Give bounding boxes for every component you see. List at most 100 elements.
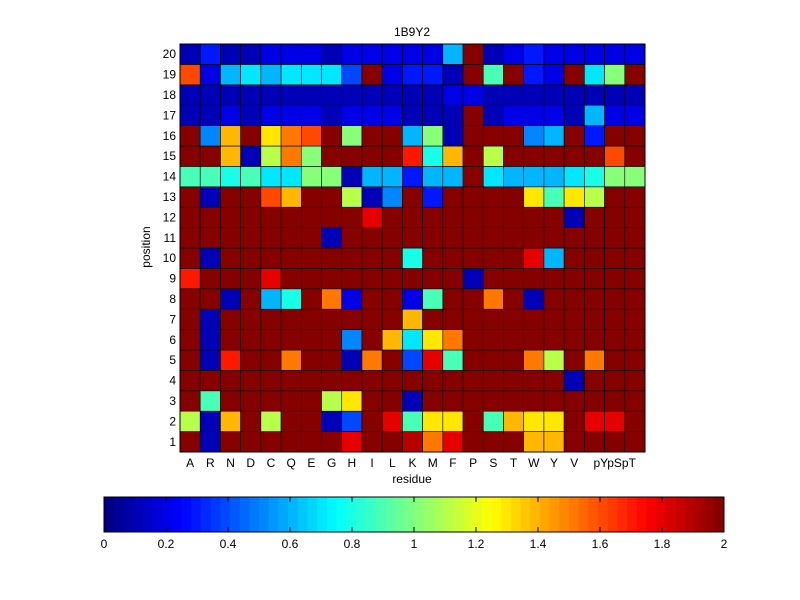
heatmap-cell: [240, 247, 262, 269]
heatmap-cell: [301, 329, 322, 351]
heatmap-cell: [402, 227, 423, 249]
colorbar-segment: [501, 497, 512, 532]
heatmap-cell: [280, 206, 302, 228]
heatmap-cell: [503, 104, 524, 126]
heatmap-cell: [341, 349, 363, 371]
x-tick-label: L: [389, 456, 396, 470]
colorbar-segment: [239, 497, 250, 532]
heatmap-cell: [422, 206, 444, 228]
heatmap-cell: [503, 431, 524, 453]
heatmap-cell: [543, 329, 565, 351]
heatmap-cell: [523, 349, 545, 371]
heatmap-cell: [199, 84, 221, 106]
heatmap-cell: [543, 247, 565, 269]
colorbar-segment: [394, 497, 405, 532]
colorbar-segment: [249, 497, 260, 532]
heatmap-cell: [321, 410, 343, 432]
heatmap-cell: [301, 410, 322, 432]
heatmap-cell: [301, 43, 322, 65]
heatmap-cell: [240, 64, 262, 86]
heatmap-cell: [220, 145, 241, 167]
x-axis-label: residue: [392, 472, 432, 486]
heatmap-cell: [361, 206, 383, 228]
heatmap-cell: [563, 84, 585, 106]
heatmap-cell: [301, 349, 322, 371]
heatmap-cell: [240, 329, 262, 351]
heatmap-cell: [240, 431, 262, 453]
colorbar-tick-label: 0: [101, 537, 108, 551]
heatmap-cell: [462, 227, 484, 249]
heatmap-cell: [624, 431, 646, 453]
heatmap-cell: [179, 247, 201, 269]
heatmap-cell: [624, 329, 646, 351]
heatmap-cell: [199, 370, 221, 392]
heatmap-cell: [321, 125, 343, 147]
heatmap-cell: [462, 64, 484, 86]
heatmap-cell: [503, 186, 524, 208]
x-tick-label: V: [570, 456, 578, 470]
heatmap-cell: [341, 43, 363, 65]
heatmap-cell: [422, 166, 444, 188]
heatmap-cell: [361, 64, 383, 86]
colorbar-segment: [423, 497, 434, 532]
heatmap-cell: [442, 43, 464, 65]
heatmap-cell: [422, 329, 444, 351]
heatmap-cell: [442, 227, 464, 249]
heatmap-cell: [503, 145, 524, 167]
heatmap-cell: [341, 329, 363, 351]
heatmap-cell: [604, 329, 626, 351]
heatmap-cell: [563, 410, 585, 432]
heatmap-cell: [422, 268, 444, 290]
heatmap-cell: [584, 145, 605, 167]
x-tick-label: T: [510, 456, 518, 470]
heatmap-cell: [482, 308, 504, 330]
heatmap-cell: [260, 329, 282, 351]
y-tick-label: 17: [163, 108, 177, 122]
heatmap-cell: [584, 308, 605, 330]
heatmap-cell: [523, 64, 545, 86]
heatmap-cell: [482, 247, 504, 269]
heatmap-cell: [422, 84, 444, 106]
colorbar-segment: [549, 497, 560, 532]
heatmap-cell: [260, 390, 282, 412]
heatmap-cell: [402, 43, 423, 65]
heatmap-cell: [482, 84, 504, 106]
heatmap-cell: [624, 227, 646, 249]
heatmap-cell: [482, 431, 504, 453]
chart-title: 1B9Y2: [394, 25, 430, 39]
colorbar-tick-label: 1.2: [468, 537, 485, 551]
heatmap-cell: [280, 247, 302, 269]
heatmap-cell: [199, 206, 221, 228]
heatmap-cell: [624, 64, 646, 86]
heatmap-cell: [301, 166, 322, 188]
heatmap-cell: [199, 268, 221, 290]
heatmap-cell: [361, 84, 383, 106]
heatmap-cell: [321, 43, 343, 65]
heatmap-cell: [321, 145, 343, 167]
heatmap-cell: [482, 145, 504, 167]
heatmap-cell: [624, 390, 646, 412]
heatmap-cell: [341, 247, 363, 269]
heatmap-cell: [584, 349, 605, 371]
heatmap-cell: [199, 329, 221, 351]
heatmap-cell: [381, 206, 403, 228]
heatmap-cell: [523, 431, 545, 453]
heatmap-cell: [361, 308, 383, 330]
heatmap-cell: [280, 227, 302, 249]
heatmap-cell: [604, 431, 626, 453]
colorbar-ticks: 0 0.2 0.4 0.6 0.8 1 1.2 1.4 1.6 1.8 2: [101, 497, 728, 551]
heatmap-cell: [240, 370, 262, 392]
heatmap-cell: [402, 390, 423, 412]
heatmap-cell: [584, 84, 605, 106]
heatmap-cell: [220, 84, 241, 106]
x-tick-label: P: [469, 456, 477, 470]
heatmap-cell: [402, 431, 423, 453]
colorbar-segment: [200, 497, 212, 532]
colorbar-segment: [336, 497, 347, 532]
y-tick-label: 15: [163, 149, 177, 163]
heatmap-cell: [523, 370, 545, 392]
heatmap-cell: [584, 43, 605, 65]
colorbar-segment: [559, 497, 570, 532]
heatmap-cell: [179, 431, 201, 453]
heatmap-cell: [220, 64, 241, 86]
